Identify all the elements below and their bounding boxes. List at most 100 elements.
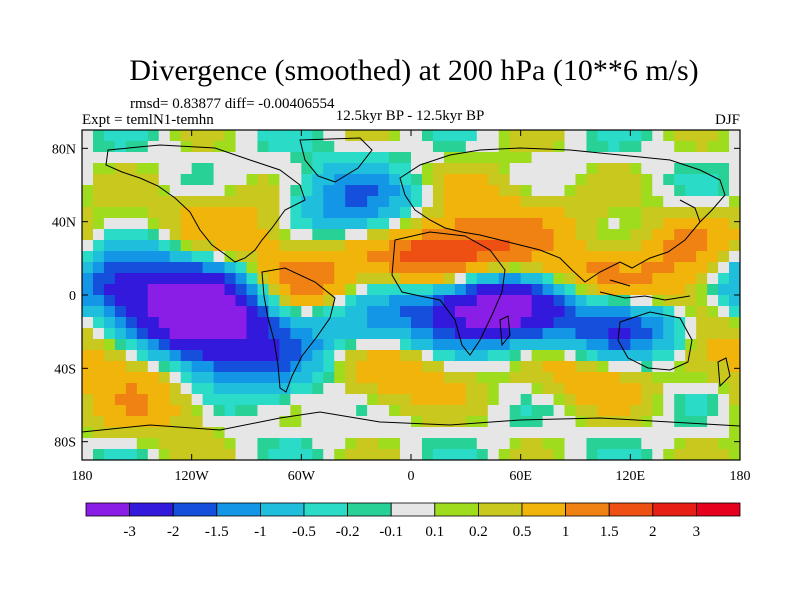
field-cell	[685, 295, 697, 307]
field-cell	[718, 229, 730, 241]
field-cell	[498, 152, 511, 164]
field-cell	[367, 240, 379, 252]
field-cell	[718, 207, 730, 219]
field-cell	[476, 174, 489, 186]
field-cell	[652, 372, 664, 384]
field-cell	[301, 416, 313, 428]
field-cell	[356, 416, 368, 428]
field-cell	[520, 152, 533, 164]
field-cell	[411, 262, 423, 274]
field-cell	[586, 152, 599, 164]
field-cell	[82, 306, 94, 318]
field-cell	[454, 405, 467, 417]
field-cell	[356, 251, 368, 263]
field-cell	[301, 174, 313, 186]
field-cell	[103, 416, 116, 428]
field-cell	[169, 427, 182, 439]
field-cell	[301, 361, 313, 373]
field-cell	[82, 152, 94, 164]
field-cell	[542, 240, 555, 252]
field-cell	[103, 163, 116, 175]
field-cell	[213, 339, 226, 351]
field-cell	[729, 317, 740, 329]
field-cell	[82, 295, 94, 307]
field-cell	[82, 174, 94, 186]
field-cell	[487, 284, 500, 296]
field-cell	[290, 229, 302, 241]
field-cell	[619, 152, 631, 164]
field-cell	[608, 427, 620, 439]
field-cell	[432, 207, 445, 219]
field-cell	[213, 350, 226, 362]
field-cell	[191, 218, 204, 230]
field-cell	[696, 196, 708, 208]
field-cell	[323, 350, 335, 362]
field-cell	[389, 350, 401, 362]
field-cell	[323, 416, 335, 428]
field-cell	[663, 383, 675, 395]
field-cell	[498, 295, 511, 307]
field-cell	[520, 251, 533, 263]
field-cell	[553, 141, 566, 153]
field-cell	[268, 383, 280, 395]
field-cell	[334, 229, 346, 241]
field-cell	[564, 130, 577, 142]
field-cell	[729, 449, 740, 460]
field-cell	[564, 416, 577, 428]
field-cell	[619, 427, 631, 439]
field-cell	[158, 174, 171, 186]
field-cell	[136, 152, 149, 164]
field-cell	[334, 416, 346, 428]
field-cell	[136, 130, 149, 142]
field-cell	[707, 229, 719, 241]
field-cell	[312, 317, 324, 329]
field-cell	[421, 196, 434, 208]
field-cell	[202, 350, 215, 362]
field-cell	[531, 207, 544, 219]
field-cell	[290, 240, 302, 252]
field-cell	[323, 317, 335, 329]
field-cell	[509, 295, 522, 307]
field-cell	[718, 361, 730, 373]
field-cell	[290, 405, 302, 417]
coastline-madagascar	[499, 315, 511, 347]
field-cell	[542, 339, 555, 351]
field-cell	[718, 295, 730, 307]
colorbar-swatch	[521, 502, 566, 517]
field-cell	[619, 350, 631, 362]
field-cell	[279, 394, 291, 406]
field-cell	[114, 427, 127, 439]
field-cell	[641, 438, 653, 450]
field-cell	[356, 372, 368, 384]
field-cell	[498, 196, 511, 208]
field-cell	[400, 339, 412, 351]
field-cell	[619, 339, 631, 351]
field-cell	[663, 185, 675, 197]
field-cell	[334, 383, 346, 395]
field-cell	[674, 405, 686, 417]
field-cell	[432, 339, 445, 351]
field-cell	[180, 394, 193, 406]
field-cell	[696, 394, 708, 406]
field-cell	[158, 262, 171, 274]
field-cell	[597, 174, 609, 186]
field-cell	[400, 273, 412, 285]
field-cell	[520, 218, 533, 230]
colorbar-label: 2	[649, 524, 657, 540]
field-cell	[421, 438, 434, 450]
colorbar-label: 1.5	[600, 524, 619, 540]
field-cell	[114, 262, 127, 274]
field-cell	[202, 229, 215, 241]
field-cell	[180, 229, 193, 241]
field-cell	[509, 372, 522, 384]
field-cell	[421, 152, 434, 164]
field-cell	[147, 284, 160, 296]
field-cell	[235, 416, 248, 428]
field-cell	[597, 339, 609, 351]
field-cell	[389, 262, 401, 274]
field-cell	[378, 427, 390, 439]
field-cell	[432, 328, 445, 340]
field-cell	[553, 449, 566, 460]
field-cell	[290, 284, 302, 296]
field-cell	[421, 350, 434, 362]
